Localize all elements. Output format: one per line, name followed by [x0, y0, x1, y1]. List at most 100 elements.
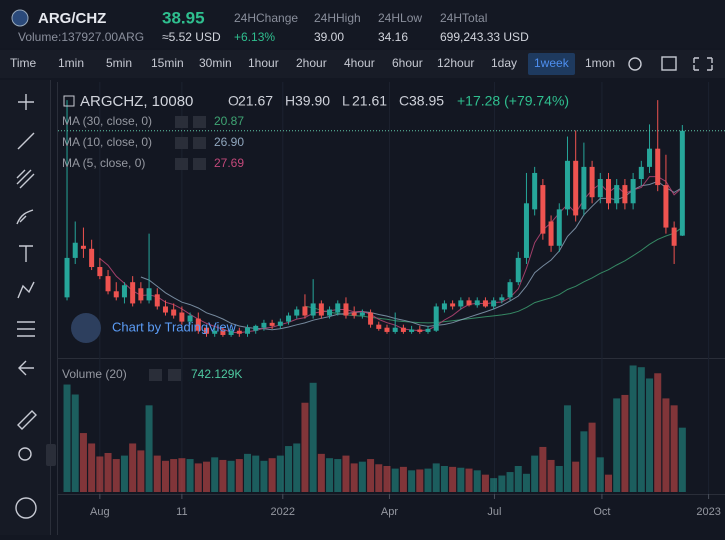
- volume-bar: [613, 398, 621, 492]
- candle-body: [515, 257, 521, 283]
- volume-bar: [563, 405, 571, 492]
- x-tick-label: Jul: [487, 506, 501, 518]
- candle-body: [236, 330, 242, 334]
- volume-bar: [572, 461, 580, 492]
- volume-bar: [178, 458, 186, 492]
- volume-bar: [678, 427, 686, 492]
- zoom-tool[interactable]: [18, 447, 32, 461]
- candle-body: [433, 306, 439, 331]
- prediction-tool[interactable]: [17, 321, 35, 337]
- candle-body: [425, 328, 431, 332]
- interval-button[interactable]: 1mon: [585, 56, 615, 70]
- indicator-value: 27.69: [214, 156, 244, 170]
- candle-body: [154, 294, 160, 307]
- volume-bar: [309, 382, 317, 492]
- interval-button[interactable]: 1day: [491, 56, 517, 70]
- back-tool[interactable]: [18, 360, 34, 376]
- ohlc-value: 21.61: [352, 93, 387, 109]
- indicator-icon[interactable]: [661, 56, 677, 71]
- trendline-tool[interactable]: [17, 132, 35, 150]
- candle-body: [121, 285, 127, 298]
- toolbar-icons[interactable]: [628, 56, 713, 71]
- candle-body: [245, 327, 251, 334]
- stat-value: 34.16: [378, 30, 408, 44]
- indicator-name: MA (10, close, 0): [62, 135, 152, 149]
- volume-close: [168, 369, 181, 381]
- moving-average-line: [304, 226, 683, 324]
- settings-icon[interactable]: [628, 57, 642, 71]
- volume-bar: [244, 453, 252, 492]
- brush-tool[interactable]: [16, 209, 34, 225]
- candle-body: [368, 312, 374, 325]
- drawing-tools[interactable]: [15, 94, 56, 519]
- crosshair-tool[interactable]: [18, 94, 34, 110]
- interval-button[interactable]: Time: [10, 56, 37, 70]
- volume-bar: [268, 458, 276, 492]
- interval-button[interactable]: 5min: [106, 56, 132, 70]
- volume-bar: [301, 402, 309, 492]
- text-tool[interactable]: [19, 245, 33, 262]
- ohlc-value: 21.67: [238, 93, 273, 109]
- measure-tool[interactable]: [17, 410, 37, 430]
- volume-bar: [662, 398, 670, 492]
- candle-body: [614, 185, 620, 204]
- interval-button[interactable]: 30min: [199, 56, 232, 70]
- candle-body: [97, 267, 103, 277]
- volume-bar: [104, 453, 112, 492]
- volume-bar: [506, 472, 514, 492]
- ohlc-key: O: [228, 93, 239, 109]
- volume-bar: [440, 466, 448, 492]
- volume-bar: [588, 422, 596, 492]
- x-tick-label: Aug: [90, 506, 110, 518]
- volume-bar: [63, 384, 71, 492]
- indicator-close: [193, 158, 206, 170]
- interval-button[interactable]: 1hour: [248, 56, 279, 70]
- candle-body: [441, 303, 447, 310]
- interval-button[interactable]: 12hour: [437, 56, 474, 70]
- stat-value: 699,243.33 USD: [440, 30, 529, 44]
- volume-bar: [498, 475, 506, 492]
- volume-bar: [654, 373, 662, 492]
- candle-body: [105, 276, 111, 292]
- volume-bar: [71, 394, 79, 492]
- volume-bar: [120, 455, 128, 492]
- interval-button[interactable]: 15min: [151, 56, 184, 70]
- candle-body: [392, 327, 398, 332]
- toolbar-bar: [0, 50, 725, 78]
- volume-bar: [432, 463, 440, 492]
- fullscreen-icon[interactable]: [693, 57, 713, 71]
- interval-button[interactable]: 1week: [534, 56, 570, 70]
- volume-bar: [219, 459, 227, 492]
- indicator-value: 20.87: [214, 114, 244, 128]
- volume-bar: [161, 460, 169, 492]
- volume-bar: [473, 470, 481, 492]
- interval-button[interactable]: 1min: [58, 56, 84, 70]
- candle-body: [540, 185, 546, 234]
- pattern-tool[interactable]: [17, 281, 35, 299]
- candle-body: [548, 221, 554, 246]
- scroll-tool[interactable]: [15, 497, 37, 519]
- candle-body: [72, 242, 78, 258]
- candle-body: [663, 185, 669, 228]
- volume-bar: [383, 466, 391, 492]
- interval-button[interactable]: 2hour: [296, 56, 327, 70]
- volume-bar: [514, 466, 522, 492]
- candle-body: [564, 160, 570, 210]
- candle-body: [89, 248, 95, 268]
- interval-button[interactable]: 4hour: [344, 56, 375, 70]
- candle-body: [474, 300, 480, 306]
- indicator-name: MA (5, close, 0): [62, 156, 145, 170]
- moving-average-line: [140, 180, 683, 331]
- interval-button[interactable]: 6hour: [392, 56, 423, 70]
- volume-bar: [605, 474, 613, 492]
- x-tick-label: Oct: [593, 506, 610, 518]
- volume-bar: [646, 378, 654, 492]
- volume-bar: [227, 460, 235, 492]
- fib-tool[interactable]: [16, 169, 35, 189]
- volume-bar: [88, 443, 96, 492]
- volume-bar: [375, 464, 383, 492]
- candle-body: [491, 300, 497, 307]
- candle-body: [638, 166, 644, 180]
- collapse-tab[interactable]: [46, 444, 56, 466]
- candle-body: [655, 148, 661, 186]
